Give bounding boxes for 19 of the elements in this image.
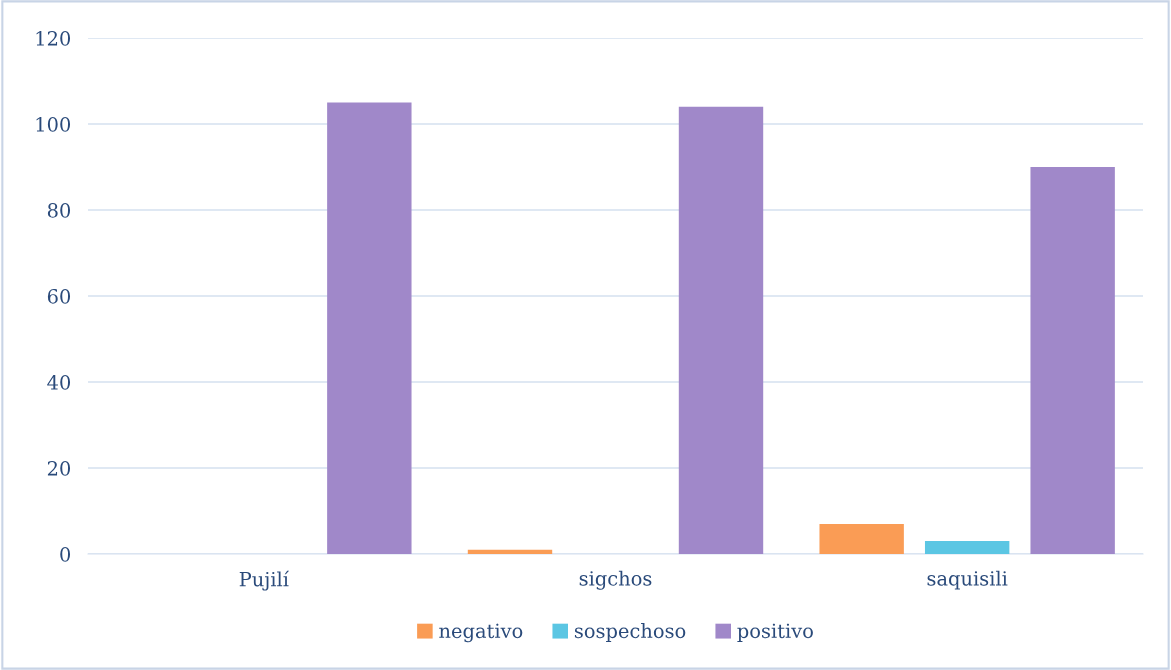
y-tick-label: 60 [47,288,71,304]
legend-label: negativo [439,623,523,643]
bar [924,541,1010,554]
y-tick-label: 120 [36,30,71,46]
y-tick-label: 100 [36,116,71,132]
bar [467,549,553,554]
x-tick-label: Pujilí [239,570,290,591]
x-tick-label: sigchos [579,570,652,590]
legend-label: positivo [737,623,813,642]
bar [678,106,764,554]
y-tick-label: 20 [47,460,71,476]
bar [1030,167,1115,554]
x-tick-label: saquisili [927,570,1008,590]
y-tick-label: 80 [47,202,71,218]
y-tick-label: 40 [47,374,71,390]
legend-label: sospechoso [574,623,686,642]
bar [327,102,412,554]
y-tick-label: 0 [60,546,71,562]
bar [819,523,904,554]
